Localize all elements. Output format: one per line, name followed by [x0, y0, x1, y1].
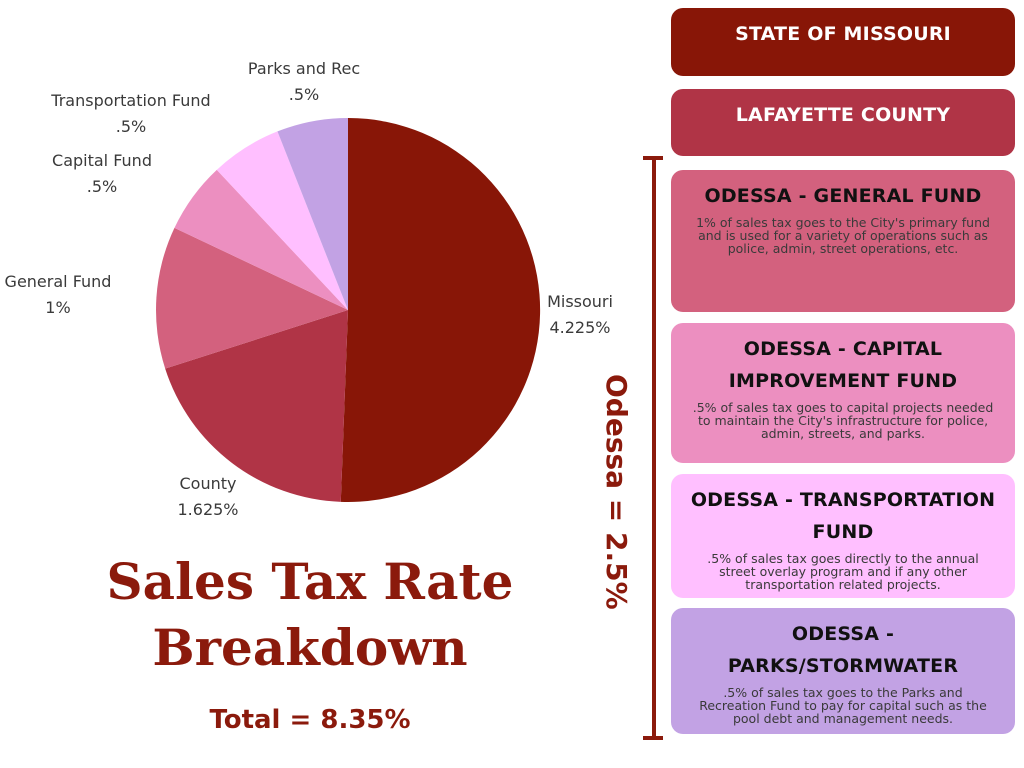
pie-label-parks-and-rec-name: Parks and Rec [247, 59, 361, 78]
box-state-of-missouri: STATE OF MISSOURI [671, 8, 1015, 76]
pie-slice-county [165, 310, 348, 502]
box-state-of-missouri-title: STATE OF MISSOURI [735, 23, 951, 45]
box-lafayette-county-title: LAFAYETTE COUNTY [735, 104, 951, 126]
pie-label-general-fund-value: 1% [45, 298, 71, 317]
box-odessa-capital-improvement-fund-title: ODESSA - CAPITAL IMPROVEMENT FUND [728, 338, 958, 392]
box-odessa-capital-improvement-fund: ODESSA - CAPITAL IMPROVEMENT FUND .5% of… [671, 323, 1015, 463]
box-odessa-transportation-fund-desc: .5% of sales tax goes directly to the an… [707, 551, 979, 592]
box-odessa-general-fund-desc: 1% of sales tax goes to the City's prima… [696, 215, 990, 256]
pie-slice-general-fund [156, 227, 348, 369]
pie-label-missouri-value: 4.225% [549, 318, 611, 337]
pie-label-county-value: 1.625% [177, 500, 239, 519]
page-title-line2: Breakdown [152, 618, 468, 677]
pie-label-capital-fund-value: .5% [86, 177, 118, 196]
odessa-total-label: Odessa = 2.5% [600, 374, 633, 610]
pie-slice-missouri [340, 117, 541, 502]
total-rate: Total = 8.35% [209, 705, 411, 735]
pie-label-county-name: County [179, 474, 237, 493]
pie-slice-transportation-fund [216, 131, 348, 310]
pie-label-transportation-fund: Transportation Fund .5% [51, 88, 210, 140]
pie-label-parks-and-rec: Parks and Rec .5% [248, 56, 360, 108]
page-title-line1: Sales Tax Rate [106, 552, 514, 611]
pie-label-missouri: Missouri 4.225% [547, 289, 613, 341]
pie-label-transportation-fund-name: Transportation Fund [51, 91, 211, 110]
pie-slice-capital-fund [174, 169, 348, 310]
pie-chart [156, 117, 541, 502]
pie-slice-parks-and-rec [277, 118, 348, 310]
pie-label-transportation-fund-value: .5% [115, 117, 147, 136]
pie-label-county: County 1.625% [177, 471, 238, 523]
box-odessa-transportation-fund-title: ODESSA - TRANSPORTATION FUND [690, 489, 996, 543]
box-odessa-general-fund: ODESSA - GENERAL FUND 1% of sales tax go… [671, 170, 1015, 312]
box-odessa-capital-improvement-fund-desc: .5% of sales tax goes to capital project… [692, 400, 994, 441]
pie-label-missouri-name: Missouri [547, 292, 613, 311]
pie-label-capital-fund: Capital Fund .5% [52, 148, 152, 200]
pie-label-general-fund-name: General Fund [4, 272, 112, 291]
box-odessa-general-fund-title: ODESSA - GENERAL FUND [704, 185, 982, 207]
box-odessa-transportation-fund: ODESSA - TRANSPORTATION FUND .5% of sale… [671, 474, 1015, 598]
box-lafayette-county: LAFAYETTE COUNTY [671, 89, 1015, 156]
pie-label-general-fund: General Fund 1% [5, 269, 112, 321]
box-odessa-parks-stormwater-title: ODESSA - PARKS/STORMWATER [727, 623, 959, 677]
pie-label-parks-and-rec-value: .5% [288, 85, 320, 104]
odessa-bracket [643, 156, 663, 740]
box-odessa-parks-stormwater: ODESSA - PARKS/STORMWATER .5% of sales t… [671, 608, 1015, 734]
pie-label-capital-fund-name: Capital Fund [52, 151, 152, 170]
box-odessa-parks-stormwater-desc: .5% of sales tax goes to the Parks and R… [699, 685, 987, 726]
